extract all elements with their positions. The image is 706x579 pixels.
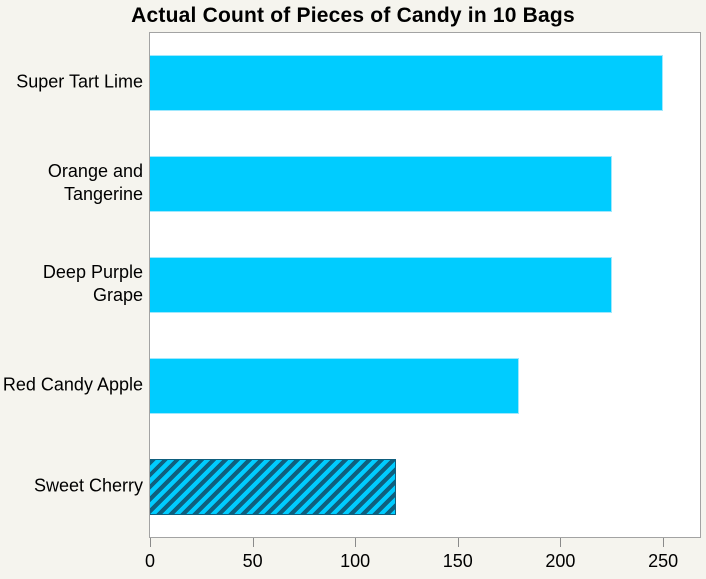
bar-deep-purple-grape <box>150 257 612 313</box>
x-axis: 0 50 100 150 200 250 <box>145 538 700 578</box>
bar-red-candy-apple <box>150 357 520 414</box>
x-tick-label-200: 200 <box>545 551 576 571</box>
x-tick-mark-0 <box>150 538 151 547</box>
x-tick-label-100: 100 <box>340 551 371 571</box>
plot-area <box>149 32 701 538</box>
category-label-sweet-cherry: Sweet Cherry <box>33 475 143 496</box>
x-tick-label-150: 150 <box>442 551 473 571</box>
x-tick-mark-50 <box>252 538 254 547</box>
x-tick-mark-250 <box>663 538 665 547</box>
bar-orange-and-tangerine <box>150 156 612 213</box>
category-label-orange-and-tangerine: Orange and Tangerine <box>47 161 143 205</box>
category-label-red-candy-apple: Red Candy Apple <box>2 374 143 395</box>
category-label-super-tart-lime: Super Tart Lime <box>16 71 143 92</box>
bar-sweet-cherry <box>150 458 397 515</box>
x-tick-label-250: 250 <box>648 551 679 571</box>
y-axis-category-labels: Super Tart Lime Orange and Tangerine Deep … <box>0 33 143 537</box>
x-tick-label-50: 50 <box>242 551 263 571</box>
chart-title: Actual Count of Pieces of Candy in 10 Ba… <box>131 4 575 27</box>
x-tick-mark-100 <box>355 538 357 547</box>
x-tick-label-0: 0 <box>144 551 155 571</box>
x-tick-mark-200 <box>560 538 562 547</box>
category-label-deep-purple-grape: Deep Purple Grape <box>42 262 143 305</box>
bar-super-tart-lime <box>150 55 664 112</box>
x-tick-mark-150 <box>457 538 459 547</box>
